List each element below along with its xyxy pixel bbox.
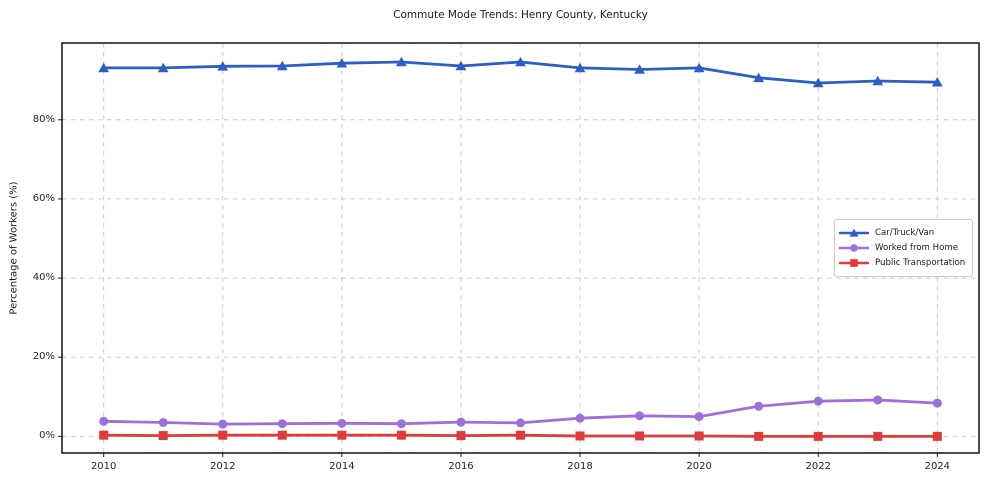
circle-marker	[754, 401, 764, 411]
x-tick-label-2020: 2020	[686, 461, 712, 472]
legend-label: Worked from Home	[875, 242, 959, 253]
circle-marker	[850, 244, 858, 252]
y-tick-label-40: 40%	[32, 272, 55, 284]
circle-marker	[396, 419, 406, 429]
triangle-marker	[634, 64, 645, 74]
triangle-marker	[455, 60, 467, 71]
circle-marker	[932, 398, 942, 408]
circle-marker	[158, 418, 168, 428]
circle-marker	[694, 412, 704, 422]
legend-label: Car/Truck/Van	[875, 227, 935, 238]
triangle-marker	[849, 228, 859, 237]
legend-swatch-triangle-icon	[839, 228, 869, 237]
triangle-marker	[276, 60, 288, 71]
x-tick-label-2024: 2024	[924, 461, 951, 472]
circle-marker	[635, 411, 645, 421]
y-tick-label-60: 60%	[32, 192, 55, 204]
chart-title: Commute Mode Trends: Henry County, Kentu…	[393, 9, 648, 21]
square-marker	[635, 431, 645, 441]
legend-swatch-circle-icon	[839, 244, 869, 252]
square-marker	[575, 431, 585, 441]
circle-marker	[456, 417, 466, 427]
square-marker	[158, 431, 168, 441]
triangle-marker	[753, 72, 765, 83]
square-marker	[754, 431, 764, 441]
triangle-marker	[98, 62, 110, 73]
triangle-marker	[157, 62, 169, 73]
square-marker	[850, 259, 858, 268]
x-tick-label-2022: 2022	[805, 461, 831, 472]
square-marker	[456, 431, 466, 441]
y-tick-label-0: 0%	[39, 430, 55, 442]
legend-swatch-square-icon	[839, 259, 869, 268]
legend-item-worked-from-home: Worked from Home	[839, 242, 965, 254]
triangle-marker	[336, 58, 348, 68]
circle-marker	[873, 395, 883, 405]
x-tick-label-2012: 2012	[210, 461, 236, 472]
series-markers-worked-from-home	[99, 395, 942, 429]
triangle-marker	[515, 56, 526, 67]
circle-marker	[337, 418, 347, 428]
series-markers-car-truck-van	[98, 56, 943, 88]
square-marker	[277, 430, 287, 440]
x-tick-label-2018: 2018	[567, 461, 593, 472]
triangle-marker	[812, 77, 824, 88]
series-markers-public-transportation	[99, 430, 942, 441]
circle-marker	[99, 416, 109, 426]
square-marker	[694, 431, 704, 441]
x-tick-label-2010: 2010	[90, 461, 117, 472]
circle-marker	[218, 419, 228, 429]
triangle-marker	[872, 75, 884, 86]
axes-border	[61, 42, 980, 454]
square-marker	[218, 430, 228, 440]
legend-item-public-transportation: Public Transportation	[839, 257, 965, 269]
square-marker	[337, 430, 347, 440]
y-tick-label-20: 20%	[32, 351, 55, 363]
triangle-marker	[931, 77, 943, 87]
circle-marker	[277, 419, 287, 429]
square-marker	[99, 430, 109, 440]
circle-marker	[813, 396, 823, 406]
triangle-marker	[217, 61, 229, 71]
circle-marker	[575, 413, 585, 423]
square-marker	[516, 430, 525, 440]
legend-item-car-truck-van: Car/Truck/Van	[839, 227, 965, 239]
legend-label: Public Transportation	[875, 258, 966, 269]
square-marker	[932, 431, 942, 441]
triangle-marker	[574, 62, 586, 73]
triangle-marker	[693, 62, 705, 73]
legend: Car/Truck/Van Worked from Home Public Tran…	[834, 219, 973, 277]
square-marker	[873, 431, 883, 441]
square-marker	[813, 431, 823, 441]
triangle-marker	[396, 56, 407, 67]
square-marker	[396, 430, 406, 440]
circle-marker	[516, 418, 525, 428]
y-tick-label-80: 80%	[32, 113, 55, 125]
x-tick-label-2016: 2016	[448, 461, 474, 472]
x-tick-label-2014: 2014	[329, 461, 355, 472]
